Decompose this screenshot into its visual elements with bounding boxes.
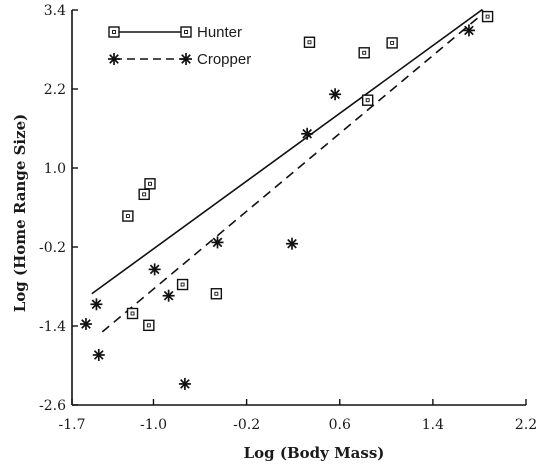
- legend-label-hunter: Hunter: [197, 24, 242, 41]
- x-tick-label: 0.6: [329, 417, 351, 433]
- hunter-point: [176, 278, 189, 291]
- x-tick-label: -1.7: [59, 417, 86, 433]
- legend: Hunter Cropper: [108, 24, 251, 68]
- cropper-point: [92, 348, 105, 361]
- legend-marker-cropper: [108, 53, 120, 65]
- hunter-point: [481, 10, 494, 23]
- cropper-point: [90, 298, 103, 311]
- fit-lines: [91, 8, 489, 333]
- cropper-point: [79, 318, 92, 331]
- axis-ticks: -1.7 -1.0 -0.2 0.6 1.4 2.2 -2.6 -1.4 -0.2 1.0 2.2 3…: [39, 3, 537, 433]
- hunter-point: [386, 37, 398, 49]
- cropper-point: [162, 289, 175, 302]
- y-tick-label: 3.4: [44, 3, 66, 19]
- cropper-point: [329, 88, 342, 101]
- cropper-point: [286, 237, 299, 250]
- y-tick-label: -2.6: [39, 398, 66, 414]
- hunter-point: [122, 210, 134, 222]
- hunter-point: [358, 47, 370, 59]
- y-tick-label: 1.0: [44, 161, 66, 177]
- fit-line-hunter: [91, 8, 489, 295]
- x-tick-label: -0.2: [233, 417, 260, 433]
- y-tick-label: 2.2: [44, 82, 66, 98]
- x-tick-label: -1.0: [140, 417, 167, 433]
- cropper-point: [462, 24, 475, 37]
- cropper-point: [148, 263, 161, 276]
- hunter-point: [303, 36, 316, 48]
- cropper-point: [301, 127, 314, 140]
- hunter-point: [126, 307, 139, 320]
- y-axis-label: Log (Home Range Size): [11, 114, 29, 313]
- hunter-point: [138, 188, 150, 201]
- legend-label-cropper: Cropper: [197, 51, 251, 68]
- y-tick-label: -0.2: [39, 240, 66, 256]
- legend-marker-hunter: [180, 26, 192, 38]
- cropper-point: [178, 377, 191, 390]
- legend-marker-hunter: [108, 26, 120, 38]
- hunter-point: [210, 288, 223, 300]
- fit-line-cropper: [101, 15, 480, 333]
- plot-frame: [71, 10, 526, 406]
- hunter-point: [143, 319, 155, 332]
- x-tick-label: 1.4: [422, 417, 444, 433]
- legend-marker-cropper: [180, 53, 192, 65]
- hunter-point: [144, 178, 156, 190]
- cropper-point: [211, 236, 224, 249]
- x-tick-label: 2.2: [515, 417, 537, 433]
- x-axis-label: Log (Body Mass): [244, 444, 385, 462]
- y-tick-label: -1.4: [39, 319, 66, 335]
- data-points: [79, 10, 494, 390]
- hunter-point: [361, 94, 374, 106]
